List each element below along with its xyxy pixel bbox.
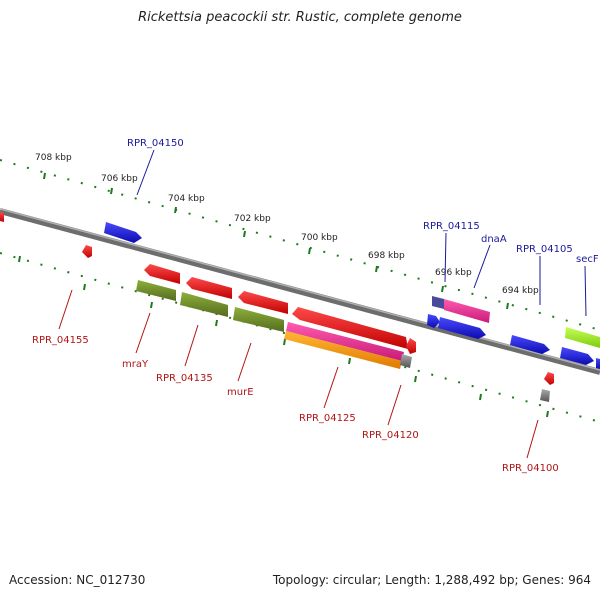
gene-label-dnaa: dnaA bbox=[481, 234, 507, 245]
gene-rpr04120-red[interactable] bbox=[406, 338, 416, 354]
gene-label-mray: mraY bbox=[122, 359, 149, 370]
tick-mark bbox=[18, 255, 21, 263]
outer-scale bbox=[0, 159, 600, 331]
gene-blue-edge[interactable] bbox=[596, 358, 600, 369]
gene-rpr04120-gray[interactable] bbox=[400, 354, 412, 368]
tick-mark bbox=[546, 410, 549, 418]
gene-mure[interactable] bbox=[233, 307, 284, 332]
gene-label-rpr04120: RPR_04120 bbox=[362, 430, 419, 441]
gene-blue-small[interactable] bbox=[427, 314, 440, 328]
gene-rpr04125-orange[interactable] bbox=[284, 331, 402, 369]
gene-red-c[interactable] bbox=[238, 291, 288, 314]
gene-label-rpr04105: RPR_04105 bbox=[516, 244, 573, 255]
figure-title: Rickettsia peacockii str. Rustic, comple… bbox=[138, 10, 462, 25]
tick-mark bbox=[283, 338, 286, 346]
tick-mark bbox=[479, 393, 482, 401]
tick-mark bbox=[43, 172, 46, 180]
tick-mark bbox=[375, 265, 378, 273]
gene-rpr04105[interactable] bbox=[510, 335, 550, 354]
gene-label-rpr04155: RPR_04155 bbox=[32, 335, 89, 346]
tick-mark bbox=[215, 319, 218, 327]
tick-mark bbox=[441, 285, 444, 293]
gene-rpr04100-gray[interactable] bbox=[540, 389, 550, 402]
gene-rpr04155[interactable] bbox=[82, 245, 92, 258]
summary-text: Topology: circular; Length: 1,288,492 bp… bbox=[272, 573, 591, 587]
scale-label: 704 kbp bbox=[168, 194, 205, 204]
scale-label: 694 kbp bbox=[502, 286, 539, 296]
tick-mark bbox=[308, 247, 311, 255]
bottom-label-leaders bbox=[58, 289, 539, 459]
tick-mark bbox=[83, 283, 86, 291]
tick-mark bbox=[506, 302, 509, 310]
gene-blue-mid[interactable] bbox=[438, 317, 486, 339]
gene-rpr04125-magenta[interactable] bbox=[286, 322, 404, 361]
gene-label-rpr04100: RPR_04100 bbox=[502, 463, 559, 474]
top-label-leaders bbox=[136, 149, 587, 317]
gene-small-left[interactable] bbox=[0, 212, 4, 222]
genome-backbone bbox=[0, 208, 600, 375]
gene-dnaa[interactable] bbox=[444, 299, 490, 323]
gene-label-mure: murE bbox=[227, 387, 254, 398]
gene-label-secf: secF bbox=[576, 254, 599, 265]
reverse-genes bbox=[82, 245, 554, 402]
gene-rpr04100-red[interactable] bbox=[544, 372, 554, 385]
gene-label-rpr04135: RPR_04135 bbox=[156, 373, 213, 384]
tick-mark bbox=[150, 301, 153, 309]
gene-label-rpr04125: RPR_04125 bbox=[299, 413, 356, 424]
scale-label: 698 kbp bbox=[368, 251, 405, 261]
scale-label: 706 kbp bbox=[101, 174, 138, 184]
forward-genes bbox=[0, 212, 600, 369]
tick-mark bbox=[348, 357, 351, 365]
tick-mark bbox=[414, 375, 417, 383]
gene-label-rpr04150: RPR_04150 bbox=[127, 138, 184, 149]
tick-mark bbox=[110, 187, 113, 195]
tick-mark bbox=[174, 206, 177, 214]
tick-mark bbox=[243, 230, 246, 238]
gene-rpr04150[interactable] bbox=[104, 222, 142, 243]
scale-label: 702 kbp bbox=[234, 214, 271, 224]
gene-red-b[interactable] bbox=[186, 277, 232, 299]
accession-text: Accession: NC_012730 bbox=[9, 573, 146, 587]
gene-rpr04115[interactable] bbox=[432, 296, 444, 309]
scale-label: 696 kbp bbox=[435, 268, 472, 278]
scale-label: 708 kbp bbox=[35, 153, 72, 163]
gene-blue-right[interactable] bbox=[560, 347, 594, 365]
gene-red-a[interactable] bbox=[144, 264, 180, 284]
gene-rpr04135[interactable] bbox=[180, 292, 228, 317]
gene-label-rpr04115: RPR_04115 bbox=[423, 221, 480, 232]
scale-label: 700 kbp bbox=[301, 233, 338, 243]
gene-mray[interactable] bbox=[136, 280, 176, 301]
gene-rpr04125-red[interactable] bbox=[292, 307, 408, 349]
gene-secf[interactable] bbox=[565, 327, 600, 348]
inner-scale bbox=[0, 252, 600, 423]
